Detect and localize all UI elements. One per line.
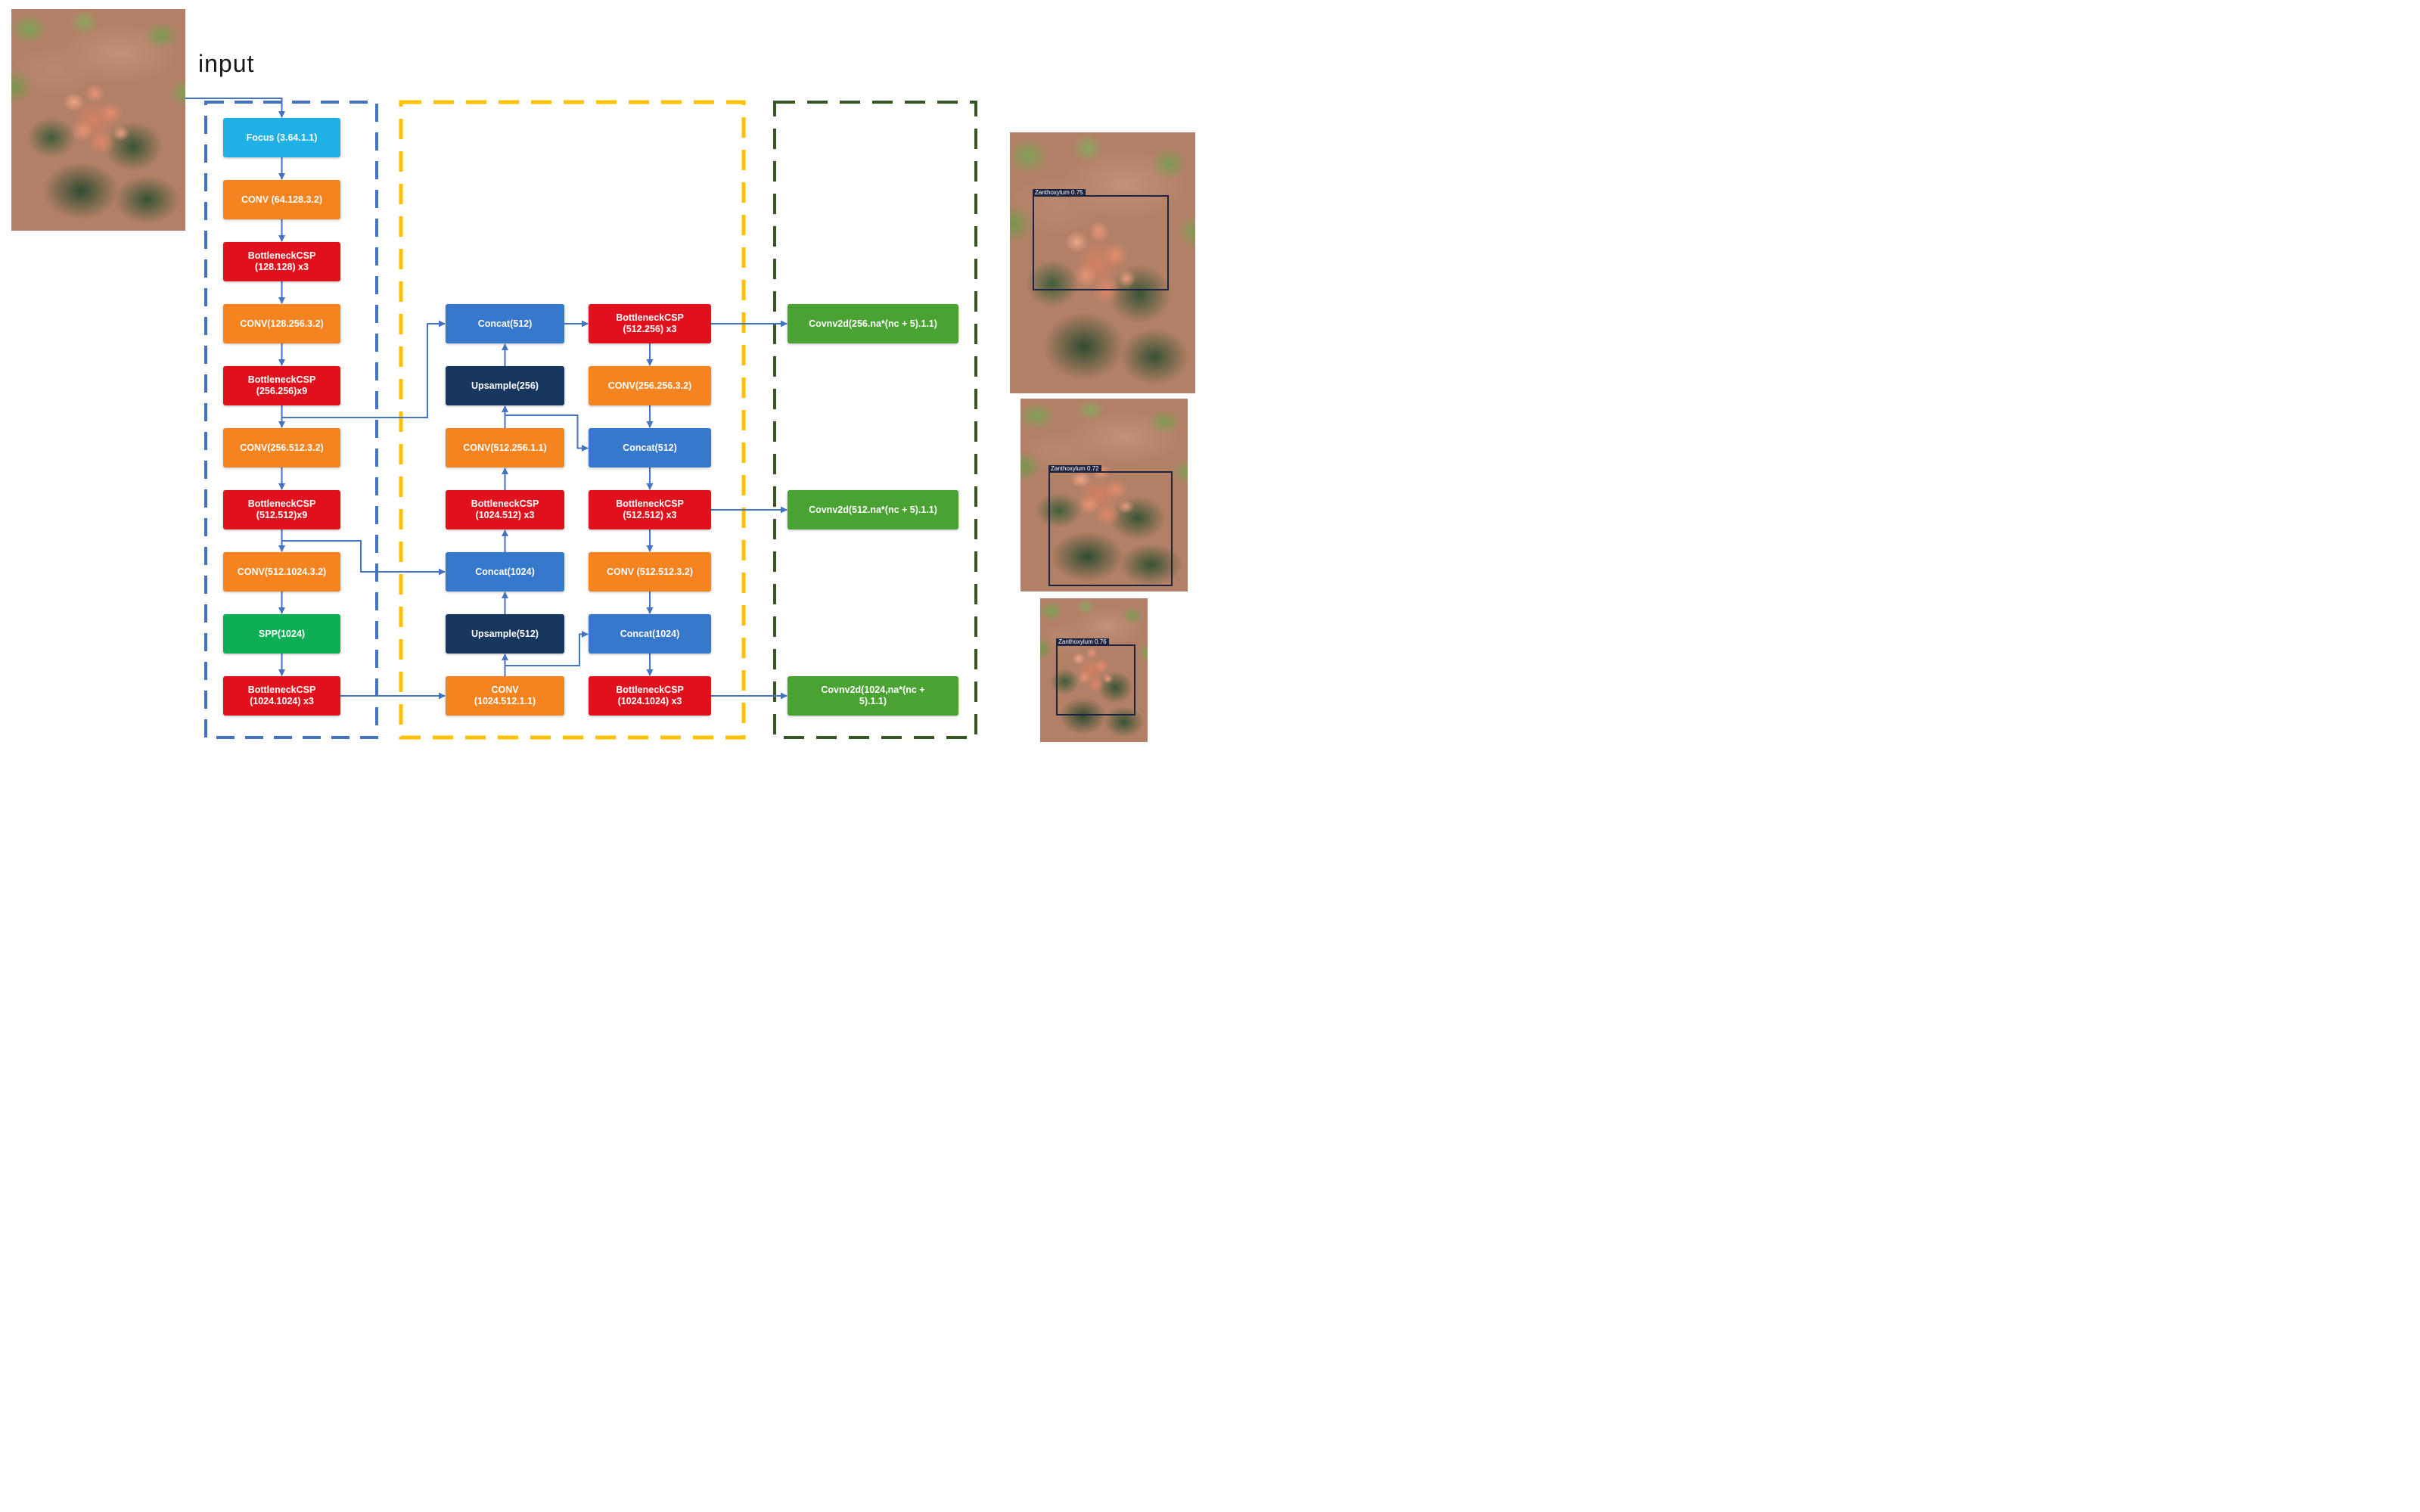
node-label: CONV(512.1024.3.2) <box>237 566 327 577</box>
detection-label: Zanthoxylum 0.76 <box>1056 638 1109 646</box>
node-label: BottleneckCSP (512.256) x3 <box>616 312 684 334</box>
node-covnv2d-1024-na: Covnv2d(1024,na*(nc + 5).1.1) <box>788 676 958 716</box>
node-bottleneckcsp-256-256: BottleneckCSP (256.256)x9 <box>223 366 340 405</box>
node-label: BottleneckCSP (512.512) x3 <box>616 498 684 520</box>
node-conv-512-256: CONV(512.256.1.1) <box>446 428 564 467</box>
node-label: Focus (3.64.1.1) <box>246 132 318 143</box>
flow-arrow <box>281 540 446 576</box>
detection-box: Zanthoxylum 0.72 <box>1048 465 1173 586</box>
detection-box: Zanthoxylum 0.76 <box>1056 638 1135 716</box>
node-label: Concat(1024) <box>475 566 535 577</box>
detection-box: Zanthoxylum 0.75 <box>1033 189 1169 290</box>
node-label: Concat(1024) <box>620 628 680 639</box>
node-conv-512-1024: CONV(512.1024.3.2) <box>223 552 340 591</box>
input-photo <box>11 9 185 231</box>
node-label: CONV (64.128.3.2) <box>241 194 322 205</box>
output-photo-1: Zanthoxylum 0.75 <box>1010 132 1195 393</box>
node-bottleneckcsp-1024-1024: BottleneckCSP (1024.1024) x3 <box>589 676 711 716</box>
node-bottleneckcsp-128-128: BottleneckCSP (128.128) x3 <box>223 242 340 281</box>
node-label: BottleneckCSP (1024.1024) x3 <box>247 685 316 706</box>
node-bottleneckcsp-512-512: BottleneckCSP (512.512)x9 <box>223 490 340 529</box>
node-conv-256-512: CONV(256.512.3.2) <box>223 428 340 467</box>
node-label: CONV(256.256.3.2) <box>607 380 692 391</box>
node-label: Covnv2d(256.na*(nc + 5).1.1) <box>809 318 937 329</box>
node-label: CONV (512.512.3.2) <box>607 566 693 577</box>
flow-arrow <box>505 414 589 452</box>
flow-arrow <box>505 631 589 666</box>
node-label: CONV (1024.512.1.1) <box>474 685 536 706</box>
node-covnv2d-512-na: Covnv2d(512.na*(nc + 5).1.1) <box>788 490 958 529</box>
node-label: BottleneckCSP (256.256)x9 <box>247 374 316 396</box>
node-conv-256-256: CONV(256.256.3.2) <box>589 366 711 405</box>
connector-layer <box>185 98 977 740</box>
node-covnv2d-256-na: Covnv2d(256.na*(nc + 5).1.1) <box>788 304 958 343</box>
yolo-architecture-figure: input Focus (3.64.1.1) CONV (64.128.3.2) B… <box>0 0 1210 756</box>
node-label: Concat(512) <box>477 318 533 329</box>
node-concat-512: Concat(512) <box>589 428 711 467</box>
node-label: CONV(256.512.3.2) <box>240 442 324 453</box>
flow-arrow <box>281 320 446 418</box>
node-label: CONV(128.256.3.2) <box>240 318 324 329</box>
node-spp-1024: SPP(1024) <box>223 614 340 654</box>
node-layer: Focus (3.64.1.1) CONV (64.128.3.2) Bottlen… <box>0 0 1210 756</box>
head-boundary <box>773 101 977 739</box>
node-conv-64-128: CONV (64.128.3.2) <box>223 180 340 219</box>
node-bottleneckcsp-512-256: BottleneckCSP (512.256) x3 <box>589 304 711 343</box>
node-conv-1024-512: CONV (1024.512.1.1) <box>446 676 564 716</box>
node-label: BottleneckCSP (1024.512) x3 <box>471 498 539 520</box>
node-label: Concat(512) <box>623 442 677 453</box>
node-label: Covnv2d(1024,na*(nc + 5).1.1) <box>821 685 925 706</box>
detection-label: Zanthoxylum 0.72 <box>1048 465 1101 473</box>
node-concat-1024: Concat(1024) <box>589 614 711 654</box>
node-upsample-256: Upsample(256) <box>446 366 564 405</box>
output-photo-2: Zanthoxylum 0.72 <box>1021 399 1188 591</box>
backbone-boundary <box>204 101 378 739</box>
node-label: BottleneckCSP (512.512)x9 <box>247 498 316 520</box>
node-label: SPP(1024) <box>258 628 306 639</box>
node-label: BottleneckCSP (1024.1024) x3 <box>616 685 684 706</box>
detection-label: Zanthoxylum 0.75 <box>1033 189 1086 197</box>
node-label: BottleneckCSP (128.128) x3 <box>247 250 316 272</box>
flow-arrow <box>185 98 285 118</box>
node-label: Upsample(256) <box>471 380 539 391</box>
node-label: CONV(512.256.1.1) <box>463 442 547 453</box>
node-concat-512: Concat(512) <box>446 304 564 343</box>
node-conv-512-512: CONV (512.512.3.2) <box>589 552 711 591</box>
node-label: Upsample(512) <box>471 628 539 639</box>
node-label: Covnv2d(512.na*(nc + 5).1.1) <box>809 504 937 515</box>
node-bottleneckcsp-1024-1024: BottleneckCSP (1024.1024) x3 <box>223 676 340 716</box>
node-bottleneckcsp-512-512: BottleneckCSP (512.512) x3 <box>589 490 711 529</box>
output-photo-3: Zanthoxylum 0.76 <box>1040 598 1148 742</box>
neck-boundary <box>399 100 746 740</box>
node-conv-128-256: CONV(128.256.3.2) <box>223 304 340 343</box>
node-bottleneckcsp-1024-512: BottleneckCSP (1024.512) x3 <box>446 490 564 529</box>
input-label: input <box>198 50 255 77</box>
node-upsample-512: Upsample(512) <box>446 614 564 654</box>
node-focus-3-64: Focus (3.64.1.1) <box>223 118 340 157</box>
node-concat-1024: Concat(1024) <box>446 552 564 591</box>
